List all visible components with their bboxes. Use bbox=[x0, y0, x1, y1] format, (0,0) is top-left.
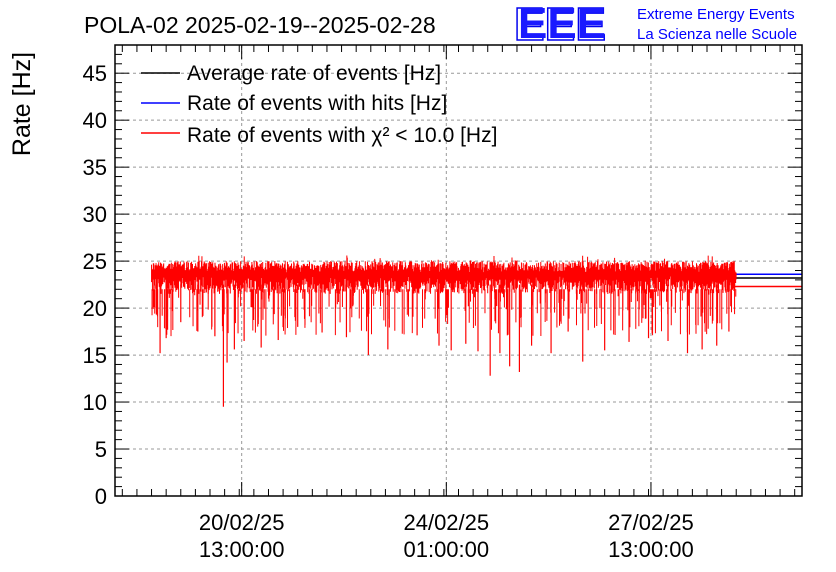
y-tick-label: 5 bbox=[95, 437, 107, 462]
legend-label-average: Average rate of events [Hz] bbox=[187, 62, 441, 85]
x-tick-label-date: 20/02/25 bbox=[199, 510, 285, 535]
data-layer bbox=[151, 255, 737, 407]
logo-line-2: La Scienza nelle Scuole bbox=[637, 26, 797, 43]
y-tick-label: 10 bbox=[83, 390, 107, 415]
x-tick-label-time: 01:00:00 bbox=[403, 537, 489, 562]
y-tick-label: 35 bbox=[83, 155, 107, 180]
y-axis: 0 5 10 15 20 25 30 35 40 45 bbox=[83, 44, 802, 509]
series-lines bbox=[734, 273, 802, 288]
legend-label-chi2: Rate of events with χ² < 10.0 [Hz] bbox=[187, 124, 497, 147]
logo-line-1: Extreme Energy Events bbox=[637, 6, 795, 23]
eee-logo: EEE EEE Extreme Energy Events La Scienza… bbox=[513, 0, 797, 51]
x-tick-label-date: 27/02/25 bbox=[608, 510, 694, 535]
y-tick-label: 25 bbox=[83, 249, 107, 274]
eee-logo-outline: EEE bbox=[514, 0, 606, 50]
y-tick-label: 30 bbox=[83, 202, 107, 227]
x-axis: 20/02/2513:00:0024/02/2501:00:0027/02/25… bbox=[121, 45, 796, 562]
eee-logo-text: EEE bbox=[518, 0, 606, 48]
y-axis-title: Rate [Hz] bbox=[8, 52, 36, 156]
y-tick-label: 45 bbox=[83, 61, 107, 86]
grid-lines bbox=[115, 45, 802, 496]
x-tick-label-time: 13:00:00 bbox=[608, 537, 694, 562]
y-tick-label: 0 bbox=[95, 484, 107, 509]
x-tick-label-date: 24/02/25 bbox=[403, 510, 489, 535]
x-tick-label-time: 13:00:00 bbox=[199, 537, 285, 562]
y-tick-label: 40 bbox=[83, 108, 107, 133]
y-tick-label: 15 bbox=[83, 343, 107, 368]
legend: Average rate of events [Hz] Rate of even… bbox=[141, 62, 497, 147]
chart-title: POLA-02 2025-02-19--2025-02-28 bbox=[84, 12, 436, 38]
y-tick-label: 20 bbox=[83, 296, 107, 321]
chi2-series-band bbox=[151, 255, 737, 294]
legend-label-hits: Rate of events with hits [Hz] bbox=[187, 92, 447, 115]
